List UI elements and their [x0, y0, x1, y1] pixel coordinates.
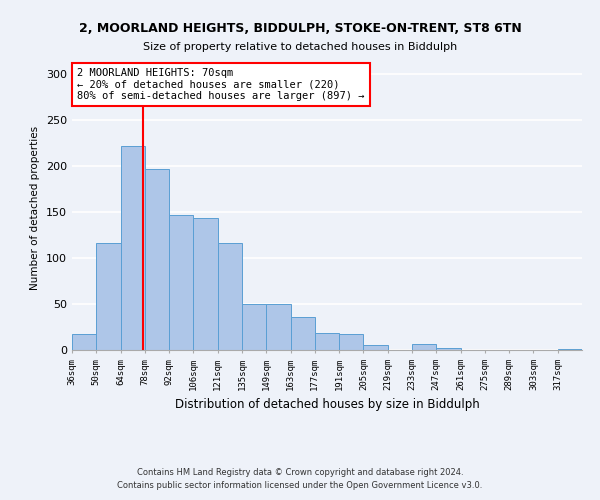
Bar: [412, 344, 436, 350]
Bar: [96, 244, 121, 350]
Bar: [121, 146, 145, 350]
Bar: [436, 348, 461, 350]
Bar: [193, 218, 218, 350]
Bar: [72, 334, 96, 350]
Bar: [266, 304, 290, 350]
Text: 2, MOORLAND HEIGHTS, BIDDULPH, STOKE-ON-TRENT, ST8 6TN: 2, MOORLAND HEIGHTS, BIDDULPH, STOKE-ON-…: [79, 22, 521, 36]
Bar: [145, 169, 169, 350]
Bar: [242, 304, 266, 350]
Bar: [558, 349, 582, 350]
Bar: [218, 244, 242, 350]
Text: 2 MOORLAND HEIGHTS: 70sqm
← 20% of detached houses are smaller (220)
80% of semi: 2 MOORLAND HEIGHTS: 70sqm ← 20% of detac…: [77, 68, 365, 101]
Text: Size of property relative to detached houses in Biddulph: Size of property relative to detached ho…: [143, 42, 457, 52]
Text: Contains HM Land Registry data © Crown copyright and database right 2024.
Contai: Contains HM Land Registry data © Crown c…: [118, 468, 482, 490]
Bar: [315, 332, 339, 350]
Bar: [290, 317, 315, 350]
X-axis label: Distribution of detached houses by size in Biddulph: Distribution of detached houses by size …: [175, 398, 479, 411]
Y-axis label: Number of detached properties: Number of detached properties: [31, 126, 40, 290]
Bar: [339, 334, 364, 350]
Bar: [364, 346, 388, 350]
Bar: [169, 215, 193, 350]
